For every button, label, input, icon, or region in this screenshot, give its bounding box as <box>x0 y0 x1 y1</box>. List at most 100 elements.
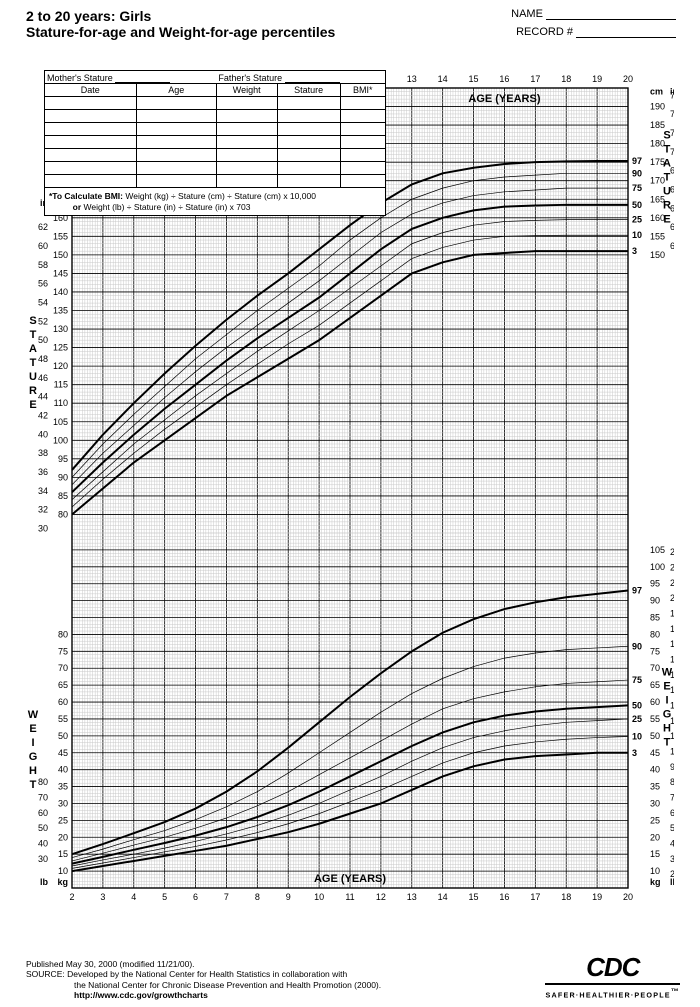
footer: Published May 30, 2000 (modified 11/21/0… <box>26 959 526 1002</box>
svg-text:125: 125 <box>53 343 68 353</box>
svg-text:46: 46 <box>38 373 48 383</box>
record-label: RECORD # <box>516 26 573 38</box>
svg-text:R: R <box>663 200 673 212</box>
name-field: NAME <box>511 8 676 20</box>
svg-text:50: 50 <box>58 731 68 741</box>
svg-text:15: 15 <box>469 74 479 84</box>
svg-text:210: 210 <box>670 578 674 588</box>
svg-text:25: 25 <box>632 215 642 225</box>
svg-text:4: 4 <box>131 892 136 902</box>
svg-text:30: 30 <box>58 798 68 808</box>
svg-text:40: 40 <box>670 839 674 849</box>
svg-text:90: 90 <box>632 168 642 178</box>
svg-text:40: 40 <box>38 429 48 439</box>
svg-text:35: 35 <box>650 782 660 792</box>
footer-url: http://www.cdc.gov/growthcharts <box>26 990 526 1001</box>
svg-text:11: 11 <box>345 892 354 902</box>
svg-text:40: 40 <box>38 839 48 849</box>
data-row[interactable] <box>45 123 386 136</box>
svg-text:38: 38 <box>38 448 48 458</box>
svg-text:10: 10 <box>632 732 642 742</box>
data-row[interactable] <box>45 175 386 188</box>
svg-text:S: S <box>29 315 38 327</box>
svg-text:25: 25 <box>58 815 68 825</box>
cdc-tagline: SAFER·HEALTHIER·PEOPLE™ <box>545 983 680 999</box>
svg-text:U: U <box>663 186 673 198</box>
svg-text:185: 185 <box>650 120 665 130</box>
svg-text:U: U <box>29 371 39 383</box>
name-blank[interactable] <box>546 9 676 20</box>
svg-text:AGE (YEARS): AGE (YEARS) <box>314 873 386 885</box>
svg-text:6: 6 <box>193 892 198 902</box>
svg-text:18: 18 <box>561 74 571 84</box>
svg-text:E: E <box>29 399 38 411</box>
svg-text:in: in <box>670 87 674 97</box>
bmi-note-1: Weight (kg) ÷ Stature (cm) ÷ Stature (cm… <box>123 191 316 201</box>
cdc-block: CDC SAFER·HEALTHIER·PEOPLE™ <box>545 952 680 999</box>
svg-text:T: T <box>30 779 39 791</box>
svg-text:20: 20 <box>623 74 633 84</box>
svg-text:130: 130 <box>53 324 68 334</box>
svg-text:75: 75 <box>632 675 642 685</box>
svg-text:155: 155 <box>53 231 68 241</box>
svg-text:190: 190 <box>670 609 674 619</box>
svg-text:34: 34 <box>38 486 48 496</box>
svg-text:56: 56 <box>38 279 48 289</box>
svg-text:S: S <box>663 130 672 142</box>
svg-text:50: 50 <box>632 700 642 710</box>
svg-text:54: 54 <box>38 297 48 307</box>
svg-text:AGE (YEARS): AGE (YEARS) <box>468 93 540 105</box>
data-row[interactable] <box>45 162 386 175</box>
svg-text:74: 74 <box>670 109 674 119</box>
svg-text:25: 25 <box>632 714 642 724</box>
svg-text:48: 48 <box>38 354 48 364</box>
svg-text:75: 75 <box>650 646 660 656</box>
svg-text:58: 58 <box>38 260 48 270</box>
svg-text:3: 3 <box>632 748 637 758</box>
data-col-header: Age <box>136 84 216 97</box>
svg-text:3: 3 <box>632 246 637 256</box>
father-stature-label: Father's Stature <box>218 73 282 83</box>
svg-text:120: 120 <box>53 361 68 371</box>
svg-text:30: 30 <box>38 524 48 534</box>
svg-text:230: 230 <box>670 547 674 557</box>
record-blank[interactable] <box>576 27 676 38</box>
svg-text:16: 16 <box>499 892 509 902</box>
svg-text:5: 5 <box>162 892 167 902</box>
svg-text:80: 80 <box>38 777 48 787</box>
svg-text:T: T <box>30 357 39 369</box>
svg-text:16: 16 <box>499 74 509 84</box>
svg-text:65: 65 <box>650 680 660 690</box>
svg-text:85: 85 <box>650 613 660 623</box>
data-row[interactable] <box>45 110 386 123</box>
bmi-note-bold: *To Calculate BMI: <box>49 191 123 201</box>
svg-text:3: 3 <box>100 892 105 902</box>
svg-text:140: 140 <box>53 287 68 297</box>
data-row[interactable] <box>45 149 386 162</box>
mother-stature-blank[interactable] <box>115 72 170 83</box>
svg-text:90: 90 <box>632 641 642 651</box>
svg-text:90: 90 <box>58 472 68 482</box>
svg-text:32: 32 <box>38 505 48 515</box>
svg-text:15: 15 <box>469 892 479 902</box>
svg-text:160: 160 <box>670 655 674 665</box>
svg-text:7: 7 <box>224 892 229 902</box>
svg-text:50: 50 <box>38 823 48 833</box>
svg-text:170: 170 <box>670 639 674 649</box>
svg-text:100: 100 <box>53 435 68 445</box>
father-stature-blank[interactable] <box>285 72 340 83</box>
svg-text:220: 220 <box>670 563 674 573</box>
svg-text:42: 42 <box>38 411 48 421</box>
svg-text:17: 17 <box>530 74 540 84</box>
data-col-header: Stature <box>277 84 340 97</box>
svg-text:lb: lb <box>670 877 674 887</box>
data-row[interactable] <box>45 136 386 149</box>
data-row[interactable] <box>45 97 386 110</box>
svg-text:2: 2 <box>69 892 74 902</box>
svg-text:145: 145 <box>53 268 68 278</box>
svg-text:20: 20 <box>58 832 68 842</box>
svg-text:T: T <box>664 172 673 184</box>
svg-text:40: 40 <box>650 765 660 775</box>
svg-text:T: T <box>664 737 673 749</box>
svg-text:10: 10 <box>58 866 68 876</box>
